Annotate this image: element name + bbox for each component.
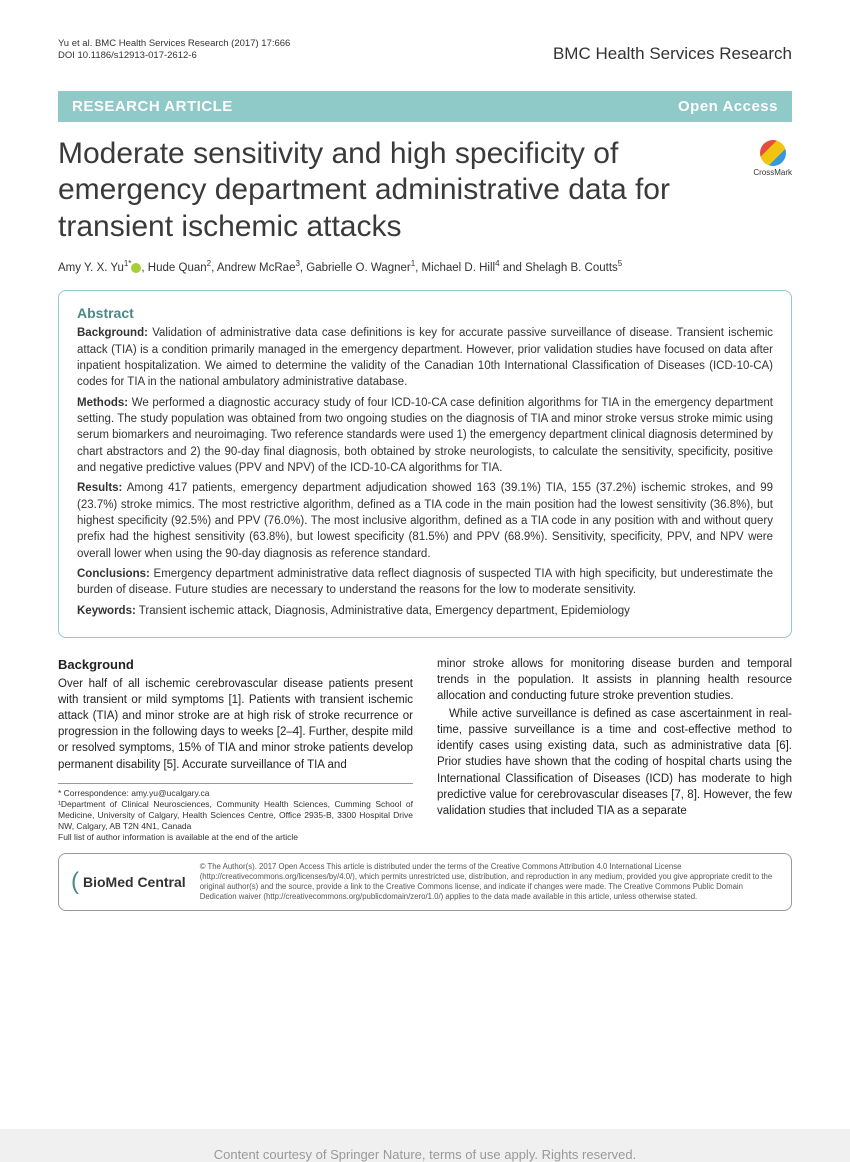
- open-access-label: Open Access: [678, 98, 778, 115]
- conclusions-label: Conclusions:: [77, 568, 150, 580]
- logo-text: BioMed Central: [83, 874, 186, 890]
- abstract-keywords: Keywords: Transient ischemic attack, Dia…: [77, 603, 773, 619]
- article-title: Moderate sensitivity and high specificit…: [58, 136, 743, 246]
- methods-label: Methods:: [77, 397, 128, 409]
- license-text: © The Author(s). 2017 Open Access This a…: [200, 862, 779, 903]
- crossmark-label: CrossMark: [753, 168, 792, 177]
- results-label: Results:: [77, 482, 122, 494]
- article-type-banner: RESEARCH ARTICLE Open Access: [58, 91, 792, 122]
- results-text: Among 417 patients, emergency department…: [77, 482, 773, 559]
- license-footer: ( BioMed Central © The Author(s). 2017 O…: [58, 853, 792, 912]
- bracket-icon: (: [71, 868, 79, 896]
- correspondence-block: * Correspondence: amy.yu@ucalgary.ca ¹De…: [58, 783, 413, 843]
- conclusions-text: Emergency department administrative data…: [77, 568, 773, 596]
- abstract-heading: Abstract: [77, 305, 773, 321]
- background-heading: Background: [58, 656, 413, 674]
- abstract-methods: Methods: We performed a diagnostic accur…: [77, 395, 773, 477]
- authors-list: Amy Y. X. Yu1*, Hude Quan2, Andrew McRae…: [58, 259, 792, 274]
- correspondence-email: * Correspondence: amy.yu@ucalgary.ca: [58, 788, 413, 799]
- methods-text: We performed a diagnostic accuracy study…: [77, 397, 773, 474]
- crossmark-badge[interactable]: CrossMark: [753, 140, 792, 177]
- abstract-conclusions: Conclusions: Emergency department admini…: [77, 566, 773, 599]
- correspondence-note: Full list of author information is avail…: [58, 832, 413, 843]
- abstract-box: Abstract Background: Validation of admin…: [58, 290, 792, 638]
- background-label: Background:: [77, 327, 148, 339]
- body-paragraph: minor stroke allows for monitoring disea…: [437, 656, 792, 704]
- body-columns: Background Over half of all ischemic cer…: [58, 656, 792, 843]
- keywords-label: Keywords:: [77, 605, 136, 617]
- biomedcentral-logo: ( BioMed Central: [71, 862, 186, 896]
- abstract-results: Results: Among 417 patients, emergency d…: [77, 480, 773, 562]
- springer-watermark: Content courtesy of Springer Nature, ter…: [0, 1147, 850, 1162]
- article-type-label: RESEARCH ARTICLE: [72, 98, 233, 115]
- article-page: Yu et al. BMC Health Services Research (…: [0, 0, 850, 1129]
- body-paragraph: While active surveillance is defined as …: [437, 706, 792, 819]
- abstract-background: Background: Validation of administrative…: [77, 325, 773, 390]
- body-paragraph: Over half of all ischemic cerebrovascula…: [58, 676, 413, 773]
- correspondence-affiliation: ¹Department of Clinical Neurosciences, C…: [58, 799, 413, 832]
- column-left: Background Over half of all ischemic cer…: [58, 656, 413, 843]
- keywords-text: Transient ischemic attack, Diagnosis, Ad…: [139, 605, 630, 617]
- crossmark-icon: [760, 140, 786, 166]
- background-text: Validation of administrative data case d…: [77, 327, 773, 388]
- column-right: minor stroke allows for monitoring disea…: [437, 656, 792, 843]
- journal-name: BMC Health Services Research: [553, 44, 792, 64]
